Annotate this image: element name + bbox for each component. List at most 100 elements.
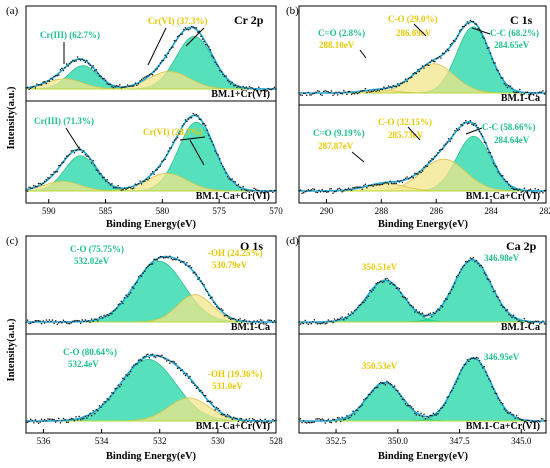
experimental-point xyxy=(237,183,240,186)
experimental-point xyxy=(164,158,166,161)
experimental-point xyxy=(525,190,527,192)
experimental-point xyxy=(203,40,205,43)
experimental-point xyxy=(370,184,373,187)
experimental-point xyxy=(318,322,320,325)
panel-b-ann-cc-bottom: C-C (58.66%) xyxy=(482,122,536,132)
experimental-point xyxy=(75,60,77,62)
experimental-point xyxy=(120,383,123,386)
experimental-point xyxy=(212,301,215,304)
experimental-point xyxy=(81,417,84,420)
experimental-point xyxy=(307,189,310,191)
experimental-point xyxy=(136,363,138,365)
experimental-point xyxy=(535,320,538,323)
experimental-point xyxy=(491,386,493,388)
experimental-point xyxy=(397,287,399,289)
experimental-point xyxy=(178,133,180,135)
experimental-point xyxy=(42,420,44,422)
experimental-point xyxy=(90,414,93,417)
experimental-point xyxy=(226,315,229,317)
experimental-point xyxy=(531,420,533,423)
experimental-point xyxy=(526,190,529,192)
experimental-point xyxy=(492,290,495,293)
experimental-point xyxy=(248,191,251,193)
experimental-point xyxy=(338,91,340,93)
experimental-point xyxy=(316,90,319,92)
experimental-point xyxy=(81,151,84,154)
experimental-point xyxy=(43,81,46,83)
experimental-point xyxy=(184,26,187,29)
experimental-point xyxy=(153,355,155,358)
experimental-point xyxy=(122,302,124,305)
experimental-point xyxy=(245,86,248,88)
experimental-point xyxy=(542,418,544,420)
experimental-point xyxy=(414,412,416,415)
experimental-point xyxy=(150,353,152,356)
experimental-point xyxy=(406,176,408,178)
experimental-point xyxy=(356,306,359,308)
experimental-point xyxy=(83,320,85,323)
experimental-point xyxy=(73,152,76,154)
experimental-point xyxy=(338,187,340,190)
experimental-point xyxy=(440,407,442,410)
experimental-point xyxy=(247,88,249,90)
experimental-point xyxy=(200,118,202,121)
experimental-point xyxy=(39,320,41,322)
experimental-point xyxy=(129,292,132,294)
experimental-point xyxy=(54,320,57,322)
experimental-point xyxy=(466,359,469,361)
experimental-point xyxy=(233,85,235,87)
experimental-point xyxy=(239,186,241,189)
experimental-point xyxy=(56,323,59,325)
experimental-point xyxy=(192,272,194,274)
experimental-point xyxy=(369,393,371,396)
experimental-point xyxy=(145,267,148,269)
experimental-point xyxy=(386,277,388,280)
experimental-point xyxy=(503,408,506,410)
experimental-point xyxy=(449,292,452,294)
experimental-point xyxy=(461,367,464,369)
experimental-point xyxy=(131,366,133,368)
experimental-point xyxy=(321,418,323,420)
experimental-point xyxy=(305,322,308,324)
experimental-point xyxy=(228,415,230,417)
experimental-point xyxy=(474,23,476,25)
experimental-point xyxy=(468,360,470,363)
experimental-point xyxy=(500,401,502,404)
xtick-label: 575 xyxy=(212,206,226,216)
experimental-point xyxy=(380,88,382,91)
experimental-point xyxy=(349,416,351,419)
experimental-point xyxy=(370,291,373,293)
experimental-point xyxy=(183,123,185,125)
experimental-point xyxy=(532,321,535,324)
experimental-point xyxy=(170,258,173,260)
experimental-point xyxy=(390,281,393,284)
experimental-point xyxy=(134,183,137,185)
experimental-point xyxy=(239,417,241,420)
experimental-point xyxy=(503,306,506,309)
experimental-point xyxy=(401,82,404,84)
experimental-point xyxy=(418,311,421,313)
experimental-point xyxy=(386,182,388,184)
experimental-point xyxy=(145,75,148,78)
experimental-point xyxy=(86,155,88,157)
experimental-point xyxy=(95,68,98,71)
experimental-point xyxy=(98,404,101,407)
experimental-point xyxy=(407,77,410,80)
experimental-point xyxy=(92,409,94,412)
experimental-point xyxy=(537,419,540,422)
xtick-label: 570 xyxy=(269,206,283,216)
experimental-point xyxy=(195,27,198,29)
experimental-point xyxy=(259,192,262,194)
experimental-point xyxy=(318,189,320,191)
experimental-point xyxy=(435,414,438,416)
experimental-point xyxy=(195,387,198,390)
experimental-point xyxy=(178,34,180,37)
experimental-point xyxy=(466,123,469,125)
experimental-point xyxy=(144,270,146,272)
experimental-point xyxy=(500,76,502,79)
experimental-point xyxy=(225,314,227,316)
experimental-point xyxy=(381,88,384,91)
experimental-point xyxy=(403,296,405,298)
experimental-point xyxy=(262,421,265,424)
experimental-point xyxy=(393,85,396,88)
